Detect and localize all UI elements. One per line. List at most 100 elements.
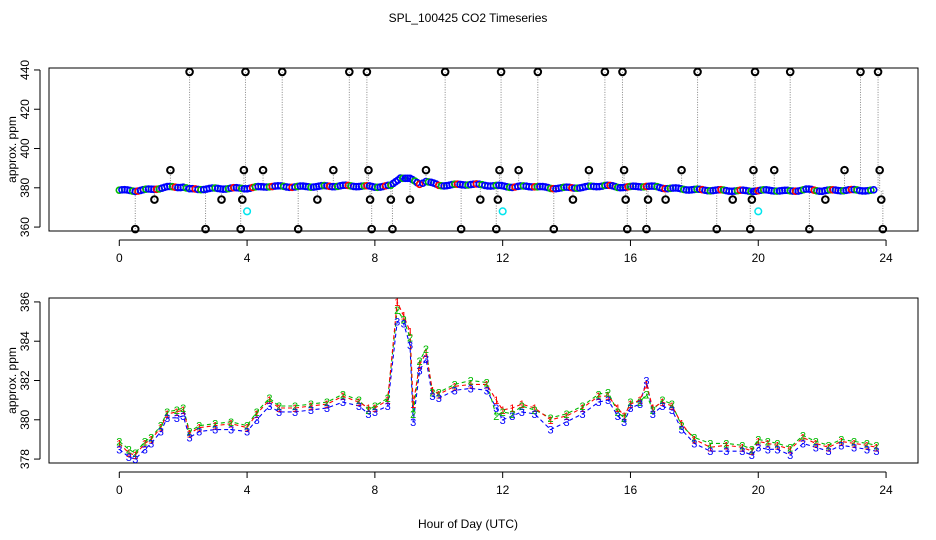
series-1-point: 1	[292, 403, 298, 415]
series-1-point: 1	[659, 397, 665, 409]
series-3-point: 3	[164, 413, 170, 425]
top-x-tick-label: 24	[879, 251, 893, 265]
bottom-y-tick-label: 378	[18, 449, 32, 469]
outlier-point	[367, 224, 376, 234]
series-2-point: 2	[595, 389, 601, 401]
bottom-y-axis-label: approx. ppm	[5, 347, 19, 414]
series-3-point: 3	[401, 319, 407, 331]
series-1-point: 1	[372, 403, 378, 415]
outlier-point	[677, 165, 686, 175]
series-1-point: 1	[180, 405, 186, 417]
series-2-point: 2	[180, 403, 186, 415]
series-2-point: 2	[627, 397, 633, 409]
series-2-point: 2	[851, 436, 857, 448]
bottom-x-tick-label: 24	[879, 483, 893, 497]
series-3-point: 3	[548, 425, 554, 437]
series-1-point: 1	[266, 395, 272, 407]
series-2-point: 2	[266, 393, 272, 405]
outlier-point	[840, 165, 849, 175]
series-1-point: 1	[755, 436, 761, 448]
series-1-point: 1	[417, 360, 423, 372]
outlier-point	[643, 195, 653, 204]
top-x-tick-label: 16	[624, 251, 638, 265]
series-2-point: 2	[637, 397, 643, 409]
series-3-point: 3	[174, 413, 180, 425]
outlier-point	[728, 195, 737, 204]
top-y-tick-label: 420	[18, 99, 32, 119]
baseline-point	[601, 181, 609, 190]
outlier-point	[386, 195, 396, 204]
bottom-y-tick-label: 386	[18, 292, 32, 312]
series-1-point: 1	[825, 442, 831, 454]
series-2-point: 2	[148, 432, 154, 444]
series-1-point: 1	[739, 442, 745, 454]
series-3-point: 3	[394, 317, 400, 329]
series-2-point: 2	[787, 442, 793, 454]
series-1-line	[118, 299, 877, 456]
series-1-point: 1	[864, 440, 870, 452]
series-3-point: 3	[637, 399, 643, 411]
series-2-point: 2	[196, 421, 202, 433]
outlier-point	[364, 165, 373, 175]
outlier-point	[661, 195, 670, 204]
series-1-point: 1	[873, 442, 879, 454]
series-1-point: 1	[500, 405, 506, 417]
series-1-point: 1	[429, 385, 435, 397]
series-3-point: 3	[196, 427, 202, 439]
series-3-point: 3	[158, 427, 164, 439]
series-3-point: 3	[308, 405, 314, 417]
series-3-point: 3	[723, 446, 729, 458]
series-3-point: 3	[385, 401, 391, 413]
outlier-point	[622, 224, 632, 234]
series-3-point: 3	[838, 440, 844, 452]
series-1-point: 1	[579, 403, 585, 415]
series-2-point: 2	[643, 389, 649, 401]
series-2-point: 2	[659, 395, 665, 407]
series-2-point: 2	[308, 399, 314, 411]
series-3-point: 3	[813, 442, 819, 454]
series-2-point: 2	[813, 436, 819, 448]
outlier-point	[600, 67, 610, 77]
series-2-point: 2	[864, 438, 870, 450]
series-2-point: 2	[548, 413, 554, 425]
outlier-point	[514, 165, 523, 175]
series-3-point: 3	[423, 354, 429, 366]
series-2-point: 2	[228, 417, 234, 429]
series-1-point: 1	[564, 411, 570, 423]
series-3-point: 3	[142, 444, 148, 456]
outlier-point	[405, 195, 415, 204]
outlier-point	[533, 67, 543, 77]
series-1-point: 1	[436, 389, 442, 401]
series-3-point: 3	[340, 397, 346, 409]
series-1-point: 1	[532, 403, 538, 415]
series-2-point: 2	[126, 444, 132, 456]
flagged-point	[243, 207, 252, 216]
series-3-point: 3	[615, 411, 621, 423]
outlier-point	[750, 67, 760, 77]
series-1-point: 1	[158, 423, 164, 435]
outlier-point	[785, 67, 795, 77]
series-1-point: 1	[650, 403, 656, 415]
flagged-point	[498, 207, 507, 216]
series-2-point: 2	[365, 405, 371, 417]
series-1-point: 1	[669, 401, 675, 413]
series-2-point: 2	[484, 377, 490, 389]
flagged-point	[754, 207, 763, 216]
top-y-tick-label: 380	[18, 177, 32, 197]
series-3-point: 3	[825, 446, 831, 458]
series-3-point: 3	[873, 446, 879, 458]
outlier-point	[493, 195, 503, 204]
series-3-point: 3	[493, 403, 499, 415]
series-3-point: 3	[436, 393, 442, 405]
series-2-point: 2	[164, 407, 170, 419]
outlier-point	[821, 195, 830, 204]
outlier-point	[440, 67, 450, 77]
chart-title: SPL_100425 CO2 Timeseries	[389, 11, 548, 25]
series-2-point: 2	[669, 399, 675, 411]
series-1-point: 1	[356, 397, 362, 409]
bottom-y-tick-label: 384	[18, 331, 32, 351]
series-1-point: 1	[679, 419, 685, 431]
series-2-point: 2	[493, 411, 499, 423]
